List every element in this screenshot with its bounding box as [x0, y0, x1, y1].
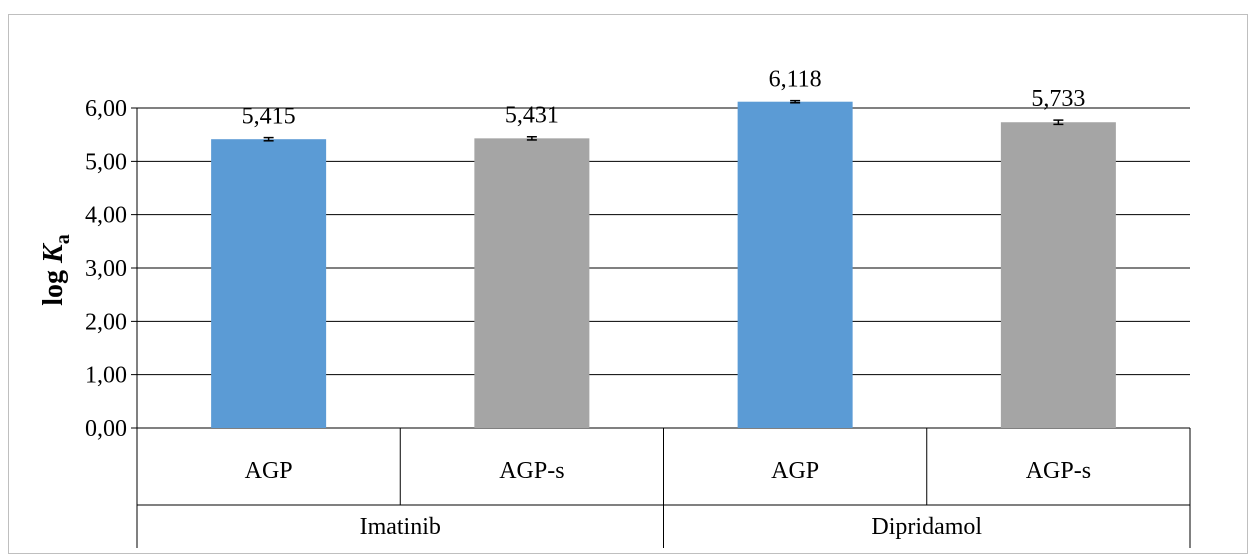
bar	[737, 101, 853, 428]
bar	[211, 139, 327, 428]
data-label: 5,431	[505, 103, 559, 129]
y-axis-title-main: log	[38, 263, 69, 306]
group-label: Dipridamol	[871, 514, 982, 540]
y-tick-label: 5,00	[85, 149, 127, 175]
y-axis-title: log Ka	[38, 234, 74, 305]
category-label: AGP	[771, 458, 819, 484]
y-tick-label: 3,00	[85, 256, 127, 282]
data-label: 5,733	[1031, 86, 1085, 112]
bar	[474, 138, 590, 428]
labels: 0,00 1,00 2,00 3,00 4,00 5,00 6,00 5,415 AGP 5,43…	[85, 67, 1091, 540]
y-tick-label: 1,00	[85, 363, 127, 389]
y-tick-label: 2,00	[85, 309, 127, 335]
axes	[136, 108, 1191, 548]
category-label: AGP-s	[499, 458, 564, 484]
y-tick-label: 6,00	[85, 96, 127, 122]
y-axis-title-italic: K	[38, 242, 69, 264]
data-label: 6,118	[769, 67, 822, 93]
bar	[1000, 122, 1116, 429]
category-label: AGP	[245, 458, 293, 484]
y-tick-label: 4,00	[85, 203, 127, 229]
y-axis-title-subscript: a	[52, 234, 74, 244]
category-label: AGP-s	[1026, 458, 1091, 484]
bars	[211, 99, 1116, 429]
y-tick-label: 0,00	[85, 416, 127, 442]
data-label: 5,415	[242, 104, 296, 130]
group-label: Imatinib	[360, 514, 441, 540]
